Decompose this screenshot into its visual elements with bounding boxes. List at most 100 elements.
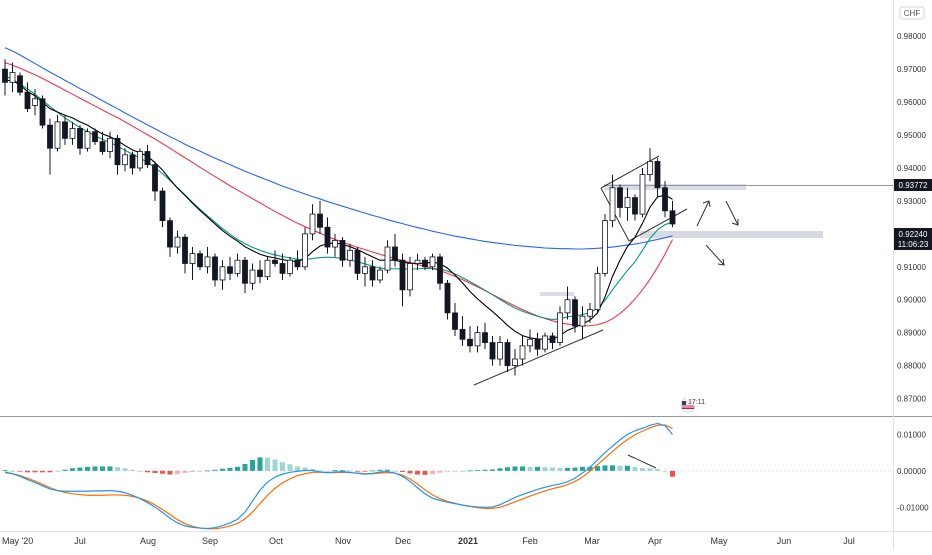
macd-histogram-bar: [265, 457, 270, 471]
time-tick-label: Mar: [584, 536, 600, 546]
macd-histogram-bar: [415, 470, 420, 475]
macd-histogram-bar: [557, 467, 563, 471]
macd-histogram-bar: [197, 470, 203, 472]
drawings-layer[interactable]: [473, 155, 893, 469]
macd-histogram-bar: [92, 466, 98, 471]
price-badge-value: 0.93772: [899, 181, 928, 190]
candle: [422, 256, 428, 271]
candle: [527, 329, 533, 353]
candle: [564, 286, 571, 320]
candle: [174, 230, 181, 254]
price-axis[interactable]: 0.98000 0.97000 0.96000 0.95000 0.94000 0.930…: [897, 32, 926, 403]
macd-histogram-bar: [317, 470, 323, 472]
macd-histogram-bar: [617, 465, 623, 471]
price-tick-label: 0.89000: [897, 329, 926, 338]
macd-histogram-bar: [47, 470, 53, 473]
time-tick-label: May '20: [2, 536, 33, 546]
candle: [114, 135, 121, 175]
macd-histogram-bar: [572, 467, 578, 471]
price-tick-label: 0.98000: [897, 32, 926, 41]
macd-histogram: [2, 457, 675, 477]
arrow-down-icon[interactable]: [725, 200, 739, 226]
macd-histogram-bar: [295, 466, 300, 471]
macd-histogram-bar: [520, 466, 525, 471]
candle: [437, 253, 443, 290]
macd-histogram-bar: [220, 468, 225, 471]
macd-axis[interactable]: 0.01000 0.00000 -0.01000: [897, 430, 929, 512]
macd-histogram-bar: [385, 469, 390, 471]
candle: [362, 256, 368, 287]
arrow-up-icon[interactable]: [696, 200, 711, 227]
candle: [9, 62, 16, 93]
event-badge[interactable]: 17:11: [680, 397, 705, 413]
macd-histogram-bar: [85, 466, 90, 471]
macd-histogram-bar: [632, 466, 638, 471]
resistance-zone[interactable]: [604, 184, 746, 190]
macd-histogram-bar: [565, 467, 570, 471]
last-price-badge-current: 0.92240 11:06:23: [894, 228, 932, 250]
arrow-down-icon[interactable]: [705, 244, 725, 266]
macd-histogram-bar: [257, 457, 263, 471]
macd-histogram-bar: [640, 467, 645, 471]
candle: [669, 200, 676, 228]
macd-histogram-bar: [587, 466, 593, 471]
channel-line-lower[interactable]: [628, 208, 688, 242]
time-axis[interactable]: May '20 Jul Aug Sep Oct Nov Dec 2021 Feb Mar Apr Ma…: [2, 536, 855, 546]
candle: [512, 349, 518, 376]
candle: [534, 332, 541, 356]
trend-line-lower[interactable]: [473, 329, 604, 386]
macd-histogram-bar: [250, 459, 255, 471]
candle: [309, 204, 316, 241]
price-pane-bg[interactable]: [0, 0, 893, 415]
candle: [32, 88, 38, 116]
candle: [249, 263, 256, 290]
candle: [459, 316, 466, 346]
candle: [302, 227, 308, 271]
time-tick-label: Jul: [74, 536, 86, 546]
macd-histogram-bar: [160, 470, 165, 474]
macd-divergence-line[interactable]: [627, 454, 657, 469]
price-badge-countdown: 11:06:23: [898, 240, 929, 249]
candle: [197, 250, 203, 271]
macd-histogram-bar: [242, 463, 248, 471]
support-zone[interactable]: [640, 231, 823, 238]
macd-histogram-bar: [17, 470, 23, 472]
macd-histogram-bar: [647, 468, 653, 471]
macd-histogram-bar: [70, 468, 75, 471]
macd-histogram-bar: [355, 470, 360, 472]
candle: [602, 214, 608, 277]
currency-box[interactable]: [899, 6, 925, 20]
macd-tick-label: -0.01000: [897, 503, 929, 512]
candle: [212, 253, 218, 287]
macd-line: [4, 422, 673, 530]
small-zone[interactable]: [540, 292, 574, 296]
moving-average-line: [4, 47, 673, 250]
currency-label: CHF: [904, 9, 921, 18]
time-tick-label: Aug: [140, 536, 156, 546]
candle: [542, 332, 548, 353]
macd-histogram-bar: [445, 470, 450, 472]
macd-histogram-bar: [602, 465, 608, 471]
macd-histogram-bar: [10, 470, 15, 472]
candle: [429, 253, 436, 271]
candle: [557, 306, 563, 346]
macd-histogram-bar: [670, 470, 675, 477]
macd-histogram-bar: [130, 469, 135, 471]
candle: [122, 148, 128, 172]
candle: [69, 121, 76, 145]
candle: [617, 184, 623, 218]
price-tick-label: 0.96000: [897, 98, 926, 107]
macd-histogram-bar: [190, 470, 195, 472]
candle: [639, 167, 646, 218]
candle: [287, 256, 293, 277]
macd-histogram-bar: [400, 470, 405, 472]
candle: [624, 187, 631, 221]
macd-pane-bg[interactable]: [0, 418, 893, 531]
candle: [662, 181, 668, 218]
macd-tick-label: 0.01000: [897, 430, 926, 439]
candle: [264, 256, 271, 280]
candle: [519, 335, 526, 366]
candle: [257, 260, 263, 284]
